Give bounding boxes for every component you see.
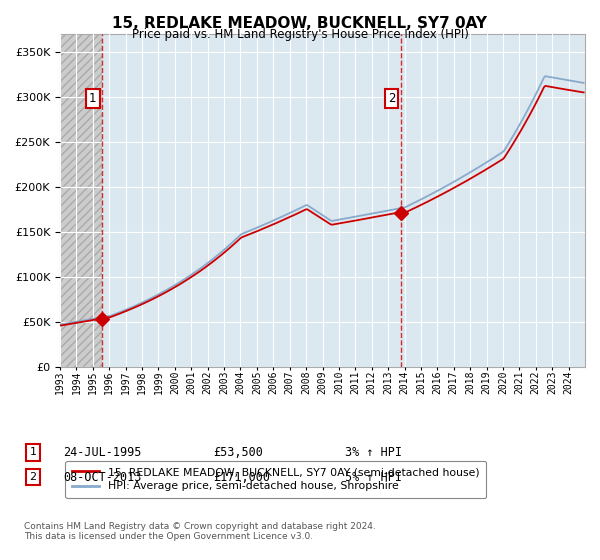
Text: £53,500: £53,500 [213, 446, 263, 459]
Legend: 15, REDLAKE MEADOW, BUCKNELL, SY7 0AY (semi-detached house), HPI: Average price,: 15, REDLAKE MEADOW, BUCKNELL, SY7 0AY (s… [65, 460, 486, 498]
Text: 5% ↑ HPI: 5% ↑ HPI [345, 470, 402, 484]
Text: Price paid vs. HM Land Registry's House Price Index (HPI): Price paid vs. HM Land Registry's House … [131, 28, 469, 41]
Text: 2: 2 [388, 92, 395, 105]
Text: 1: 1 [89, 92, 97, 105]
Text: Contains HM Land Registry data © Crown copyright and database right 2024.
This d: Contains HM Land Registry data © Crown c… [24, 522, 376, 542]
Text: 3% ↑ HPI: 3% ↑ HPI [345, 446, 402, 459]
Text: £171,000: £171,000 [213, 470, 270, 484]
Text: 15, REDLAKE MEADOW, BUCKNELL, SY7 0AY: 15, REDLAKE MEADOW, BUCKNELL, SY7 0AY [113, 16, 487, 31]
Text: 24-JUL-1995: 24-JUL-1995 [63, 446, 142, 459]
Text: 1: 1 [29, 447, 37, 458]
Text: 08-OCT-2013: 08-OCT-2013 [63, 470, 142, 484]
Bar [60, 34, 102, 367]
Text: 2: 2 [29, 472, 37, 482]
